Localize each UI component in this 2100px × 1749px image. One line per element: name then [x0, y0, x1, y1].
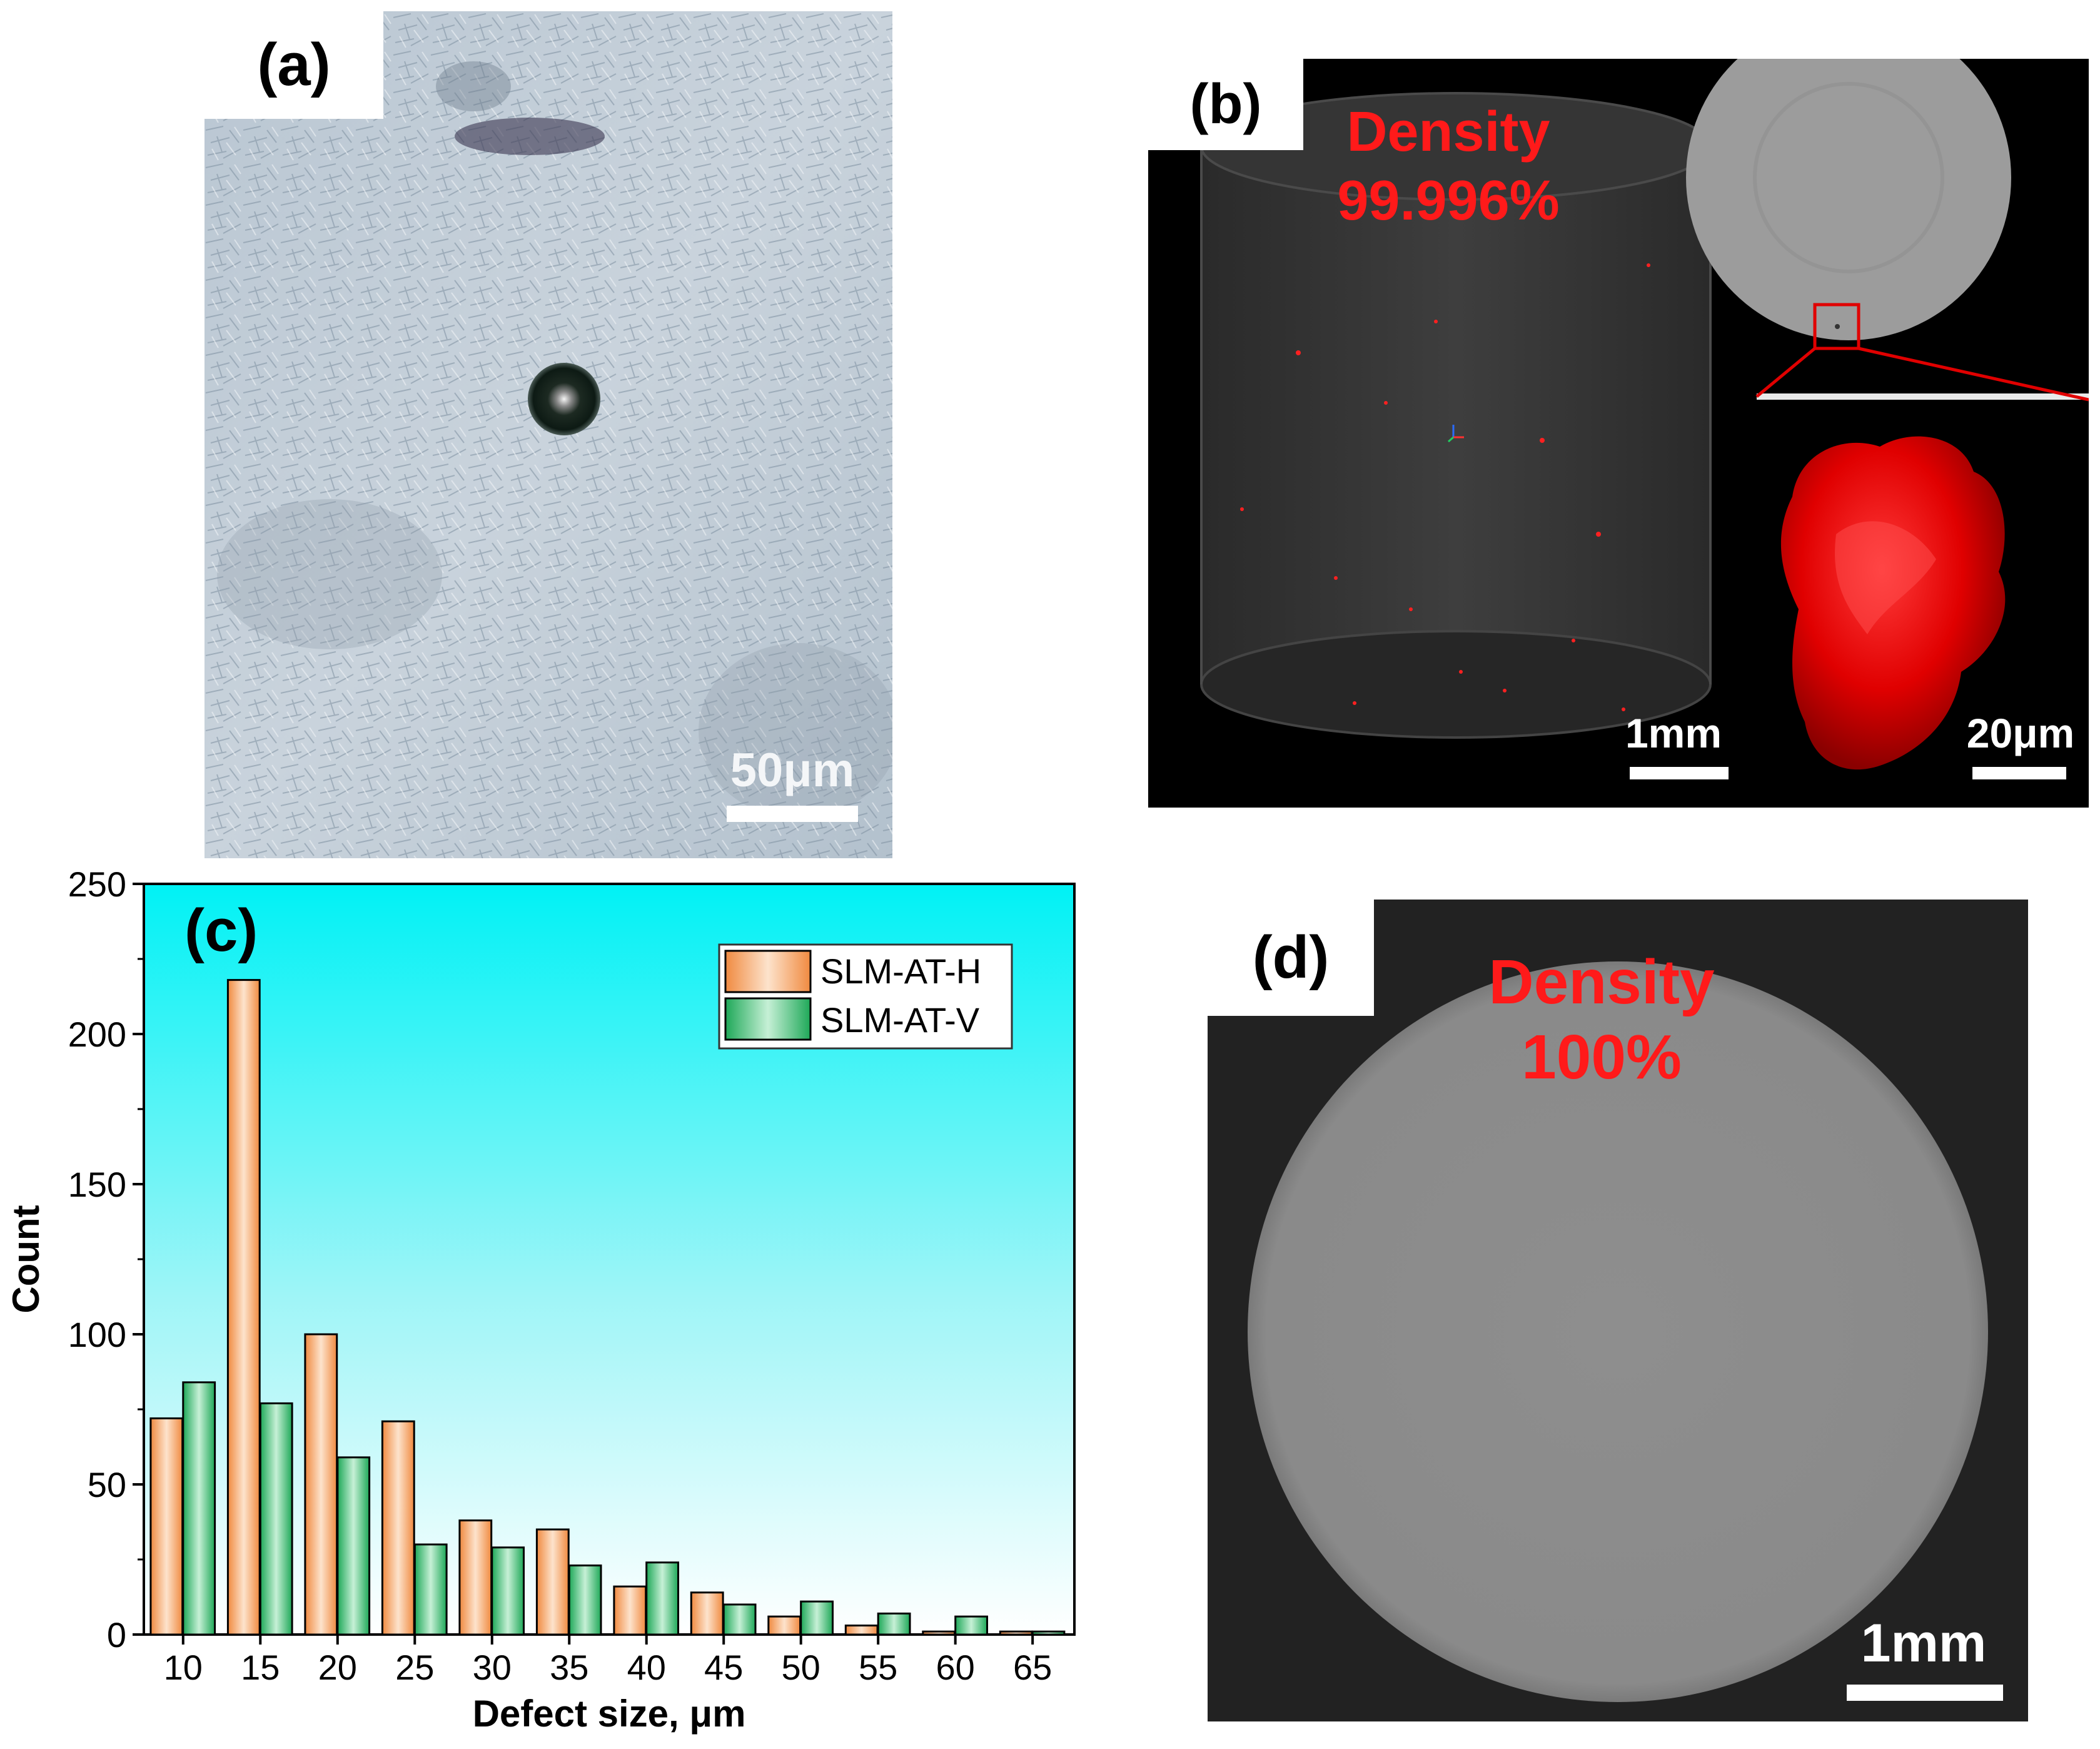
x-tick-label-65: 65 [1013, 1648, 1052, 1687]
bar-h-15 [226, 979, 261, 1636]
axis-triad [1448, 425, 1464, 443]
bar-v-10 [182, 1381, 216, 1636]
panel-a: (a) 50μm [204, 11, 892, 858]
panel-b-density-title: Density [1346, 101, 1550, 163]
bar-v-65 [1031, 1630, 1066, 1636]
y-tick-label-200: 200 [68, 1015, 126, 1054]
zoom-box [1813, 303, 1860, 350]
y-tick-label-0: 0 [107, 1615, 126, 1655]
y-tick-label-50: 50 [88, 1465, 126, 1504]
y-axis-label: Count [5, 1205, 47, 1313]
y-tick-label-150: 150 [68, 1165, 126, 1204]
legend: SLM-AT-H SLM-AT-V [718, 943, 1013, 1050]
bar-h-30 [458, 1519, 493, 1636]
panel-d-density-value: 100% [1522, 1022, 1682, 1092]
x-axis-label: Defect size, μm [473, 1693, 746, 1735]
bar-h-45 [690, 1591, 724, 1636]
legend-label-v: SLM-AT-V [820, 1000, 980, 1040]
panel-d-scale-text: 1mm [1860, 1613, 1987, 1673]
legend-swatch-h [724, 950, 812, 993]
ct-volume-image [1200, 59, 2089, 770]
slice-disc [1248, 961, 1988, 1702]
x-tick-label-30: 30 [473, 1648, 512, 1687]
bar-h-40 [613, 1585, 647, 1636]
x-tick-label-25: 25 [395, 1648, 434, 1687]
bar-h-55 [844, 1625, 879, 1636]
legend-label-h: SLM-AT-H [820, 951, 981, 991]
panel-b-scale-bar-inset [1972, 767, 2066, 779]
bar-v-25 [413, 1543, 448, 1636]
legend-swatch-v [724, 997, 812, 1041]
bar-v-40 [645, 1561, 679, 1636]
panel-c-label: (c) [184, 897, 258, 964]
bar-h-65 [999, 1630, 1033, 1636]
ct-slice-image [1208, 900, 2028, 1721]
bar-v-50 [800, 1600, 834, 1636]
panel-b-scale-bar-main [1630, 767, 1729, 779]
x-tick-label-20: 20 [318, 1648, 357, 1687]
panel-d: (d) Density 100% 1mm [1208, 900, 2028, 1721]
x-tick-label-40: 40 [627, 1648, 666, 1687]
x-tick-label-15: 15 [241, 1648, 280, 1687]
bar-h-10 [149, 1417, 184, 1636]
panel-b-label: (b) [1148, 59, 1303, 150]
panel-d-label: (d) [1208, 900, 1374, 1016]
bars-group [149, 979, 1066, 1636]
x-axis: 10 15 20 25 30 35 40 45 50 55 60 65 [164, 1635, 1052, 1687]
bar-v-15 [259, 1402, 293, 1636]
y-tick-label-100: 100 [68, 1315, 126, 1354]
pore [528, 363, 600, 435]
bar-v-20 [336, 1456, 371, 1636]
bar-v-30 [491, 1546, 525, 1636]
panel-c-chart: 0 50 100 150 200 250 10 15 20 25 30 35 40 45 50 55 60 65… [5, 864, 1076, 1735]
x-tick-label-55: 55 [859, 1648, 897, 1687]
x-tick-label-10: 10 [164, 1648, 203, 1687]
panel-b-scale-text-main: 1mm [1625, 710, 1722, 756]
micrograph-image [204, 11, 892, 858]
panel-a-label: (a) [204, 11, 383, 119]
panel-b-density-value: 99.996% [1337, 170, 1560, 232]
bar-v-55 [877, 1612, 911, 1636]
x-tick-label-45: 45 [704, 1648, 743, 1687]
bar-h-50 [767, 1615, 802, 1636]
bar-h-35 [535, 1528, 570, 1636]
x-tick-label-60: 60 [936, 1648, 975, 1687]
panel-b: (b) Density 99.996% 1mm 20μm [1148, 59, 2089, 808]
x-tick-label-50: 50 [782, 1648, 820, 1687]
bar-h-20 [304, 1333, 338, 1636]
bar-v-60 [954, 1615, 988, 1636]
panel-a-scale-bar [727, 806, 858, 822]
cross-section-disc [1686, 59, 2011, 340]
bar-v-45 [722, 1603, 757, 1636]
bar-v-35 [568, 1564, 602, 1636]
panel-a-scale-text: 50μm [730, 744, 855, 797]
panel-b-scale-text-inset: 20μm [1966, 710, 2075, 756]
x-tick-label-35: 35 [550, 1648, 588, 1687]
panel-d-scale-bar [1847, 1685, 2003, 1701]
bar-h-25 [381, 1420, 415, 1636]
y-tick-label-250: 250 [68, 864, 126, 904]
panel-d-density-title: Density [1488, 947, 1715, 1017]
bar-h-60 [922, 1630, 956, 1636]
y-axis: 0 50 100 150 200 250 [68, 864, 144, 1655]
